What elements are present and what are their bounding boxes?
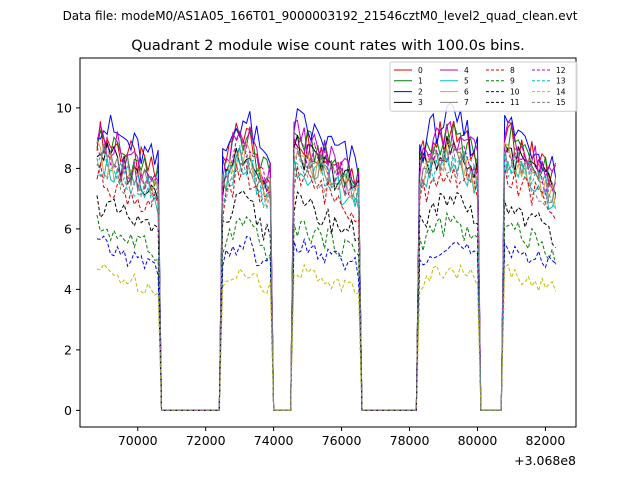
legend-label-0: 0 [418, 66, 423, 75]
y-tick-label: 8 [64, 161, 72, 176]
x-tick-label: 80000 [458, 433, 498, 448]
series-line-11 [96, 189, 556, 411]
y-tick-label: 4 [64, 282, 72, 297]
plot-frame [79, 57, 577, 428]
legend-label-6: 6 [464, 87, 469, 96]
chart-title: Quadrant 2 module wise count rates with … [131, 38, 525, 54]
legend-label-14: 14 [556, 87, 566, 96]
legend-frame [389, 61, 578, 112]
y-tick-label: 6 [64, 221, 72, 236]
legend-label-9: 9 [510, 77, 515, 86]
x-axis-offset-label: +3.068e8 [514, 453, 576, 468]
legend-label-7: 7 [464, 98, 469, 107]
x-tick-label: 76000 [322, 433, 362, 448]
figure-suptitle: Data file: modeM0/AS1A05_166T01_90000031… [63, 9, 578, 23]
plot-area [80, 58, 576, 427]
legend-label-5: 5 [464, 77, 469, 86]
legend-label-10: 10 [510, 87, 520, 96]
series-line-15 [96, 145, 557, 411]
legend-label-4: 4 [464, 66, 469, 75]
y-tick-label: 2 [64, 342, 72, 357]
legend-label-15: 15 [556, 98, 566, 107]
x-tick-label: 82000 [526, 433, 566, 448]
x-axis: 70000 72000 74000 76000 78000 80000 82000 [118, 427, 565, 448]
y-axis: 0 2 4 6 8 10 [56, 100, 80, 418]
x-tick-label: 78000 [390, 433, 430, 448]
y-tick-label: 10 [56, 100, 72, 115]
legend-label-13: 13 [556, 77, 566, 86]
legend-label-1: 1 [418, 77, 423, 86]
x-tick-label: 70000 [118, 433, 158, 448]
legend-label-8: 8 [510, 66, 515, 75]
series-layer [96, 102, 557, 411]
legend-label-2: 2 [418, 87, 423, 96]
legend-label-3: 3 [418, 98, 423, 107]
legend-label-12: 12 [556, 66, 566, 75]
legend-label-11: 11 [510, 98, 520, 107]
x-tick-label: 74000 [254, 433, 294, 448]
x-tick-label: 72000 [186, 433, 226, 448]
y-tick-label: 0 [64, 403, 72, 418]
